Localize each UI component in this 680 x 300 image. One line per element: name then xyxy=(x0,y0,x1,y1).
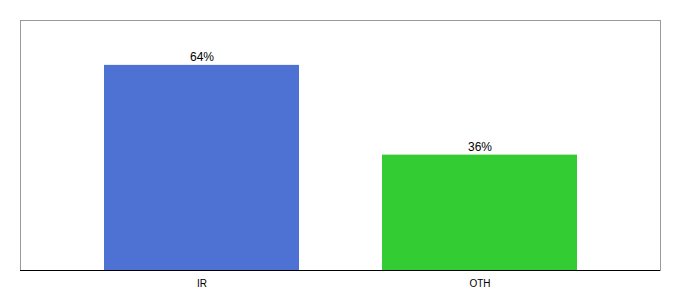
svg-text:OTH: OTH xyxy=(469,278,490,289)
svg-text:36%: 36% xyxy=(468,140,492,154)
svg-text:64%: 64% xyxy=(190,50,214,64)
svg-text:IR: IR xyxy=(197,278,207,289)
